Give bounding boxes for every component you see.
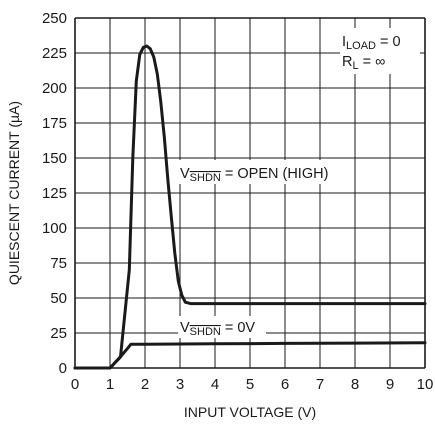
x-tick-label: 2 bbox=[141, 376, 149, 393]
x-tick-label: 4 bbox=[211, 376, 219, 393]
x-tick-label: 6 bbox=[281, 376, 289, 393]
annotation-0v-sub: SHDN bbox=[190, 326, 221, 338]
x-tick-label: 10 bbox=[417, 376, 434, 393]
y-tick-label: 50 bbox=[50, 290, 67, 307]
series-line-shdn-0v bbox=[73, 341, 427, 370]
conditions-bg bbox=[340, 28, 420, 74]
x-tick-label: 1 bbox=[106, 376, 114, 393]
annotation-open-label: VSHDN = OPEN (HIGH) bbox=[180, 166, 328, 184]
annotation-open-main: V bbox=[180, 166, 190, 182]
x-tick-label: 8 bbox=[351, 376, 359, 393]
annotation-0v-bg bbox=[178, 316, 266, 338]
annotation-open-sub: SHDN bbox=[190, 172, 221, 184]
x-tick-label: 5 bbox=[246, 376, 254, 393]
x-tick-label: 9 bbox=[386, 376, 394, 393]
x-tick-labels: 0 1 2 3 4 5 6 7 8 9 10 bbox=[71, 376, 434, 393]
condition-iload-sub: LOAD bbox=[346, 40, 376, 52]
x-tick-label: 7 bbox=[316, 376, 324, 393]
series-line-shdn-open bbox=[73, 44, 427, 370]
condition-rl-sub: L bbox=[352, 60, 358, 72]
y-tick-label: 0 bbox=[59, 360, 67, 377]
condition-rl-rest: = ∞ bbox=[359, 54, 386, 70]
y-tick-label: 25 bbox=[50, 325, 67, 342]
y-tick-label: 100 bbox=[42, 220, 67, 237]
annotation-0v-main: V bbox=[180, 320, 190, 336]
x-axis-title: INPUT VOLTAGE (V) bbox=[184, 404, 316, 420]
x-tick-label: 0 bbox=[71, 376, 79, 393]
y-tick-label: 75 bbox=[50, 255, 67, 272]
annotation-open-rest: = OPEN (HIGH) bbox=[221, 166, 329, 182]
annotation-0v-label: VSHDN = 0V bbox=[180, 320, 255, 338]
condition-iload-main: I bbox=[342, 34, 346, 50]
condition-rl: RL = ∞ bbox=[342, 54, 385, 72]
condition-rl-main: R bbox=[342, 54, 352, 70]
y-tick-label: 250 bbox=[42, 10, 67, 27]
y-axis-title: QUIESCENT CURRENT (µA) bbox=[6, 101, 22, 285]
y-tick-label: 200 bbox=[42, 80, 67, 97]
condition-iload: ILOAD = 0 bbox=[342, 34, 401, 52]
x-tick-label: 3 bbox=[176, 376, 184, 393]
y-tick-labels: 0 25 50 75 100 125 150 175 200 225 250 bbox=[42, 10, 67, 377]
y-tick-label: 225 bbox=[42, 45, 67, 62]
annotation-0v-rest: = 0V bbox=[221, 320, 256, 336]
y-tick-label: 150 bbox=[42, 150, 67, 167]
data-lines bbox=[73, 44, 427, 370]
y-tick-label: 125 bbox=[42, 185, 67, 202]
condition-iload-rest: = 0 bbox=[376, 34, 401, 50]
annotation-open-bg bbox=[178, 160, 354, 184]
y-tick-label: 175 bbox=[42, 115, 67, 132]
